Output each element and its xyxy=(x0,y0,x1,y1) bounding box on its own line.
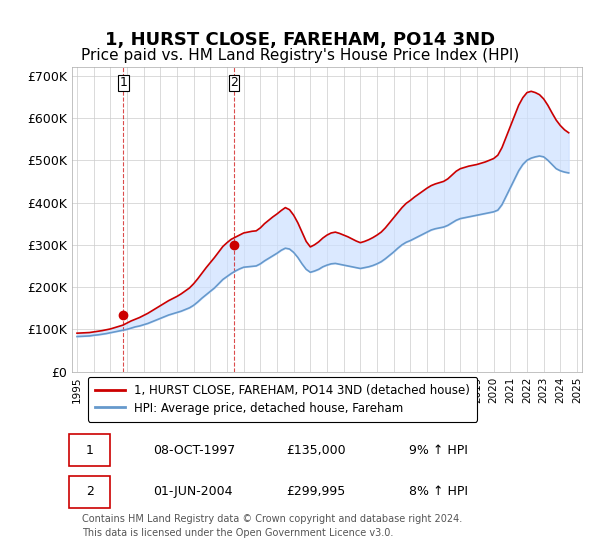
Text: 2: 2 xyxy=(230,76,238,90)
Text: 01-JUN-2004: 01-JUN-2004 xyxy=(154,486,233,498)
Text: £135,000: £135,000 xyxy=(286,444,346,457)
Text: £299,995: £299,995 xyxy=(286,486,346,498)
Text: 1, HURST CLOSE, FAREHAM, PO14 3ND: 1, HURST CLOSE, FAREHAM, PO14 3ND xyxy=(105,31,495,49)
Text: 1: 1 xyxy=(119,76,127,90)
FancyBboxPatch shape xyxy=(70,435,110,466)
Text: 1: 1 xyxy=(86,444,94,457)
Text: Contains HM Land Registry data © Crown copyright and database right 2024.
This d: Contains HM Land Registry data © Crown c… xyxy=(82,514,463,538)
Text: 8% ↑ HPI: 8% ↑ HPI xyxy=(409,486,467,498)
Text: 08-OCT-1997: 08-OCT-1997 xyxy=(154,444,236,457)
Text: Price paid vs. HM Land Registry's House Price Index (HPI): Price paid vs. HM Land Registry's House … xyxy=(81,48,519,63)
Text: 9% ↑ HPI: 9% ↑ HPI xyxy=(409,444,467,457)
Legend: 1, HURST CLOSE, FAREHAM, PO14 3ND (detached house), HPI: Average price, detached: 1, HURST CLOSE, FAREHAM, PO14 3ND (detac… xyxy=(88,377,477,422)
FancyBboxPatch shape xyxy=(70,476,110,507)
Text: 2: 2 xyxy=(86,486,94,498)
